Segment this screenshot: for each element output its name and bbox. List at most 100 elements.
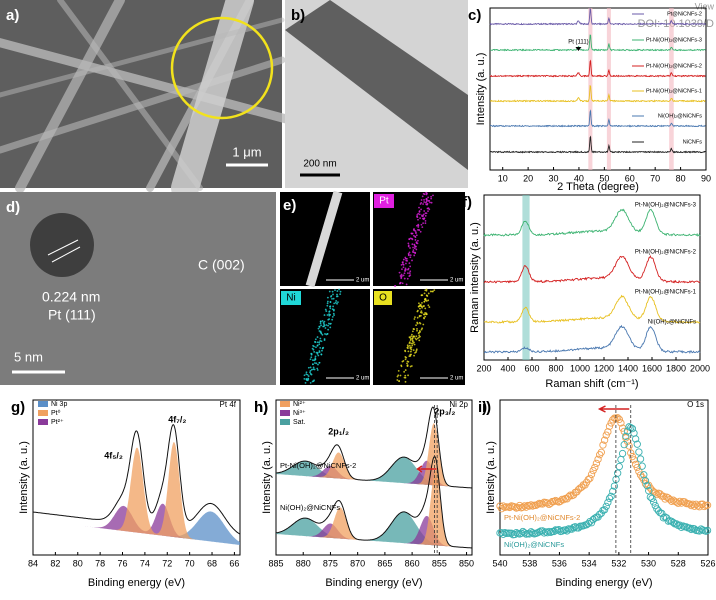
map-dot — [409, 355, 412, 357]
x-tick-label: 526 — [700, 558, 715, 568]
data-point — [651, 489, 659, 497]
data-point — [545, 527, 553, 536]
sample-label: Pt-Ni(OH)₂@NiCNFs-2 — [504, 513, 580, 522]
plot-frame — [499, 399, 709, 556]
annotation: Pt (111) — [48, 307, 96, 323]
map-dot — [422, 323, 425, 326]
highlight-circle — [170, 16, 274, 120]
map-dot — [309, 366, 312, 369]
data-point — [605, 494, 614, 503]
map-dot — [320, 332, 323, 335]
map-dot — [423, 198, 425, 201]
map-dot — [318, 343, 321, 346]
map-dot — [329, 322, 332, 325]
panel-label: d) — [6, 199, 20, 216]
data-point — [653, 490, 661, 499]
x-tick-label: 68 — [207, 558, 217, 568]
map-dot — [402, 266, 405, 269]
data-point — [633, 463, 641, 472]
y-axis-label: Intensity (a. u.) — [261, 441, 273, 514]
map-dot — [405, 356, 408, 359]
map-dot — [416, 214, 419, 216]
map-dot — [410, 353, 413, 356]
x-tick-label: 84 — [28, 558, 38, 568]
data-point — [685, 524, 694, 532]
data-point — [631, 435, 640, 443]
panel-label: g) — [11, 399, 25, 416]
map-dot — [408, 238, 411, 241]
data-point — [617, 419, 625, 427]
map-dot — [411, 243, 414, 246]
map-dot — [320, 324, 322, 327]
y-axis-label: Intensity (a. u.) — [475, 53, 487, 126]
map-dot — [416, 216, 419, 219]
map-dot — [316, 336, 319, 338]
data-point — [587, 470, 596, 479]
map-dot — [425, 191, 428, 194]
raman-trace — [483, 294, 701, 324]
map-dot — [404, 270, 406, 272]
data-point — [661, 495, 669, 503]
map-dot — [317, 363, 319, 366]
map-dot — [394, 285, 397, 287]
map-dot — [424, 219, 427, 222]
map-dot — [311, 347, 314, 350]
map-dot — [423, 317, 426, 320]
xrd-trace — [490, 34, 706, 52]
map-dot — [403, 277, 406, 280]
map-dot — [329, 326, 332, 329]
map-dot — [313, 379, 315, 382]
x-tick-label: 30 — [549, 173, 559, 183]
x-tick-label: 855 — [432, 558, 447, 568]
map-dot — [324, 308, 327, 311]
y-axis-label: Intensity (a. u.) — [18, 441, 30, 514]
x-tick-label: 875 — [323, 558, 338, 568]
data-point — [659, 514, 668, 522]
map-dot — [331, 315, 334, 318]
map-dot — [403, 370, 406, 373]
map-dot — [423, 201, 426, 203]
data-point — [610, 482, 619, 490]
map-dot — [306, 379, 309, 382]
map-dot — [428, 199, 431, 202]
data-point — [584, 519, 592, 528]
map-dot — [311, 380, 314, 383]
map-dot — [328, 314, 331, 317]
map-dot — [422, 222, 425, 225]
map-dot — [411, 238, 414, 241]
ni2-peak — [276, 423, 472, 488]
map-dot — [409, 254, 412, 257]
legend-label: NiCNFs — [683, 139, 702, 145]
map-dot — [411, 344, 414, 347]
map-dot — [407, 350, 410, 353]
map-dot — [317, 327, 320, 330]
map-dot — [424, 214, 427, 217]
legend-label: Pt-Ni(OH)₂@NiCNFs-2 — [646, 63, 702, 69]
x-tick-label: 70 — [650, 173, 660, 183]
map-dot — [423, 313, 426, 316]
map-dot — [419, 335, 421, 338]
map-dot — [321, 349, 323, 352]
map-dot — [316, 369, 319, 371]
map-dot — [398, 380, 400, 383]
map-dot — [410, 365, 413, 367]
map-dot — [421, 294, 424, 297]
x-tick-label: 40 — [574, 173, 584, 183]
map-dot — [423, 193, 426, 196]
scale-bar-label: 1 μm — [232, 144, 261, 159]
plot-frame — [489, 7, 707, 171]
legend-label: Pt-Ni(OH)₂@NiCNFs-3 — [635, 203, 697, 209]
legend-label: Pt⁰ — [51, 409, 61, 417]
raman-trace — [483, 208, 701, 237]
x-tick-label: 860 — [405, 558, 420, 568]
x-axis-label: Binding energy (eV) — [88, 577, 185, 589]
map-dot — [406, 362, 408, 365]
data-point — [636, 471, 645, 479]
map-dot — [400, 277, 403, 280]
map-dot — [416, 329, 418, 332]
map-dot — [421, 195, 424, 198]
map-dot — [422, 213, 425, 216]
map-dot — [396, 375, 399, 378]
pt0-peak — [33, 442, 240, 545]
map-dot — [319, 322, 322, 325]
